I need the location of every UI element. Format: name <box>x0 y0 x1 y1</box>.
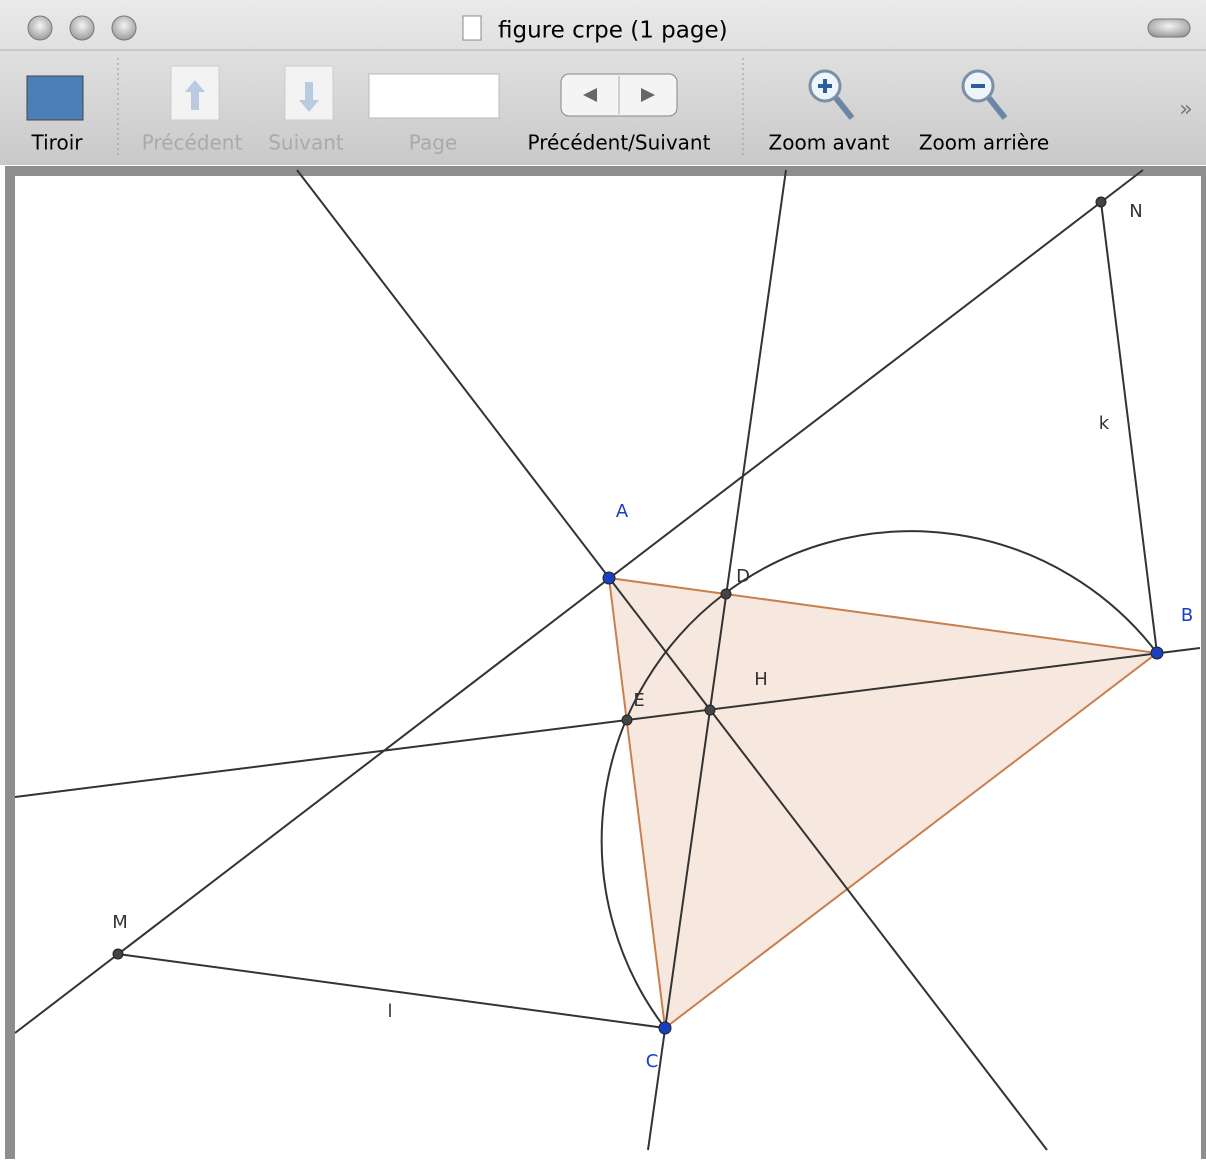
point-label: E <box>633 690 644 711</box>
window-title: figure crpe (1 page) <box>498 18 728 44</box>
toolbar-label: Zoom arrière <box>919 131 1049 155</box>
toolbar-label: Page <box>409 131 457 155</box>
toolbar-label: Zoom avant <box>769 131 890 155</box>
zoom-button[interactable] <box>112 16 136 40</box>
overflow-chevron[interactable]: » <box>1179 97 1192 122</box>
point-label: N <box>1129 201 1142 222</box>
segment-label: k <box>1099 413 1110 434</box>
point-label: H <box>754 669 768 690</box>
toolbar-toggle[interactable] <box>1148 19 1190 37</box>
page-field[interactable] <box>369 74 499 118</box>
point-label: D <box>736 566 750 587</box>
point-label: M <box>112 912 128 933</box>
point <box>1151 647 1163 659</box>
preview-window: figure crpe (1 page) » Tiroir Précédent … <box>0 0 1206 1159</box>
toolbar-label: Suivant <box>268 131 344 155</box>
point <box>659 1022 671 1034</box>
point-label: C <box>646 1051 659 1072</box>
point-label: A <box>616 501 629 522</box>
close-button[interactable] <box>28 16 52 40</box>
toolbar-label: Précédent <box>142 131 243 155</box>
point <box>603 572 615 584</box>
toolbar-label: Précédent/Suivant <box>528 131 711 155</box>
point <box>1096 197 1106 207</box>
minimize-button[interactable] <box>70 16 94 40</box>
toolbar-label: Tiroir <box>31 131 84 155</box>
point-label: B <box>1181 605 1193 626</box>
segment-label: l <box>387 1001 392 1022</box>
doc-icon <box>463 16 481 40</box>
point <box>622 715 632 725</box>
point <box>705 705 715 715</box>
tiroir-icon[interactable] <box>27 76 83 120</box>
point <box>113 949 123 959</box>
point <box>721 589 731 599</box>
window-svg: figure crpe (1 page) » Tiroir Précédent … <box>0 0 1206 1159</box>
